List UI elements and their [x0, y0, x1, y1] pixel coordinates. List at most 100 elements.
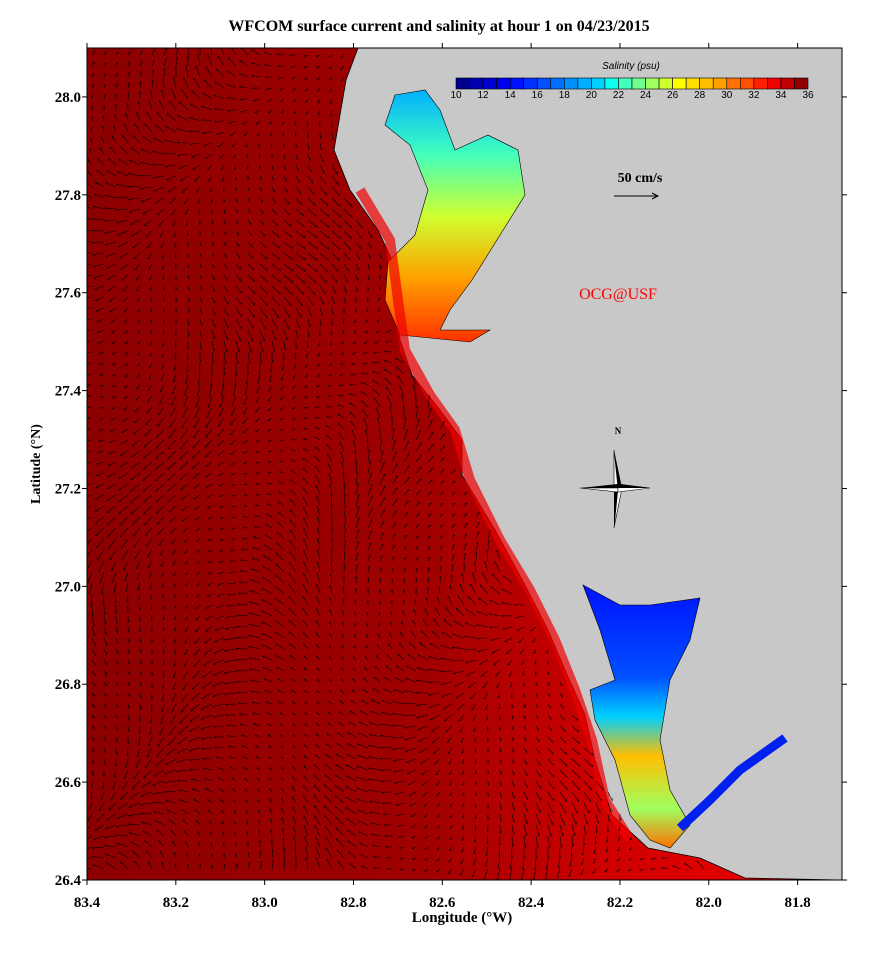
current-vector-head: [524, 705, 526, 709]
current-vector-head: [210, 383, 213, 386]
current-vector: [226, 724, 237, 727]
current-vector: [184, 615, 189, 621]
current-vector-head: [239, 99, 243, 101]
current-vector-head: [290, 479, 292, 483]
current-vector-head: [306, 345, 309, 348]
current-vector-head: [184, 618, 188, 621]
current-vector-head: [512, 727, 514, 731]
current-vector: [439, 492, 444, 496]
current-vector: [276, 654, 285, 661]
current-vector-head: [452, 524, 456, 526]
current-vector: [349, 710, 357, 716]
current-vector: [173, 615, 177, 620]
current-vector-head: [392, 748, 395, 751]
current-vector: [439, 524, 444, 529]
current-vector-head: [276, 542, 278, 545]
colorbar-cell: [753, 77, 768, 90]
current-vector: [211, 307, 216, 316]
current-vector-head: [137, 353, 140, 356]
current-vector: [125, 758, 129, 768]
current-vector-head: [266, 268, 268, 271]
current-vector: [317, 549, 321, 562]
colorbar-tick-label: 32: [748, 90, 760, 101]
current-vector: [159, 549, 165, 556]
current-vector-head: [465, 608, 468, 612]
current-vector: [534, 659, 537, 665]
current-vector-head: [576, 718, 579, 721]
current-vector-head: [259, 166, 262, 170]
current-vector: [235, 296, 242, 306]
current-vector: [404, 702, 417, 705]
current-vector: [398, 642, 405, 650]
current-vector: [291, 449, 297, 452]
current-vector-head: [104, 51, 107, 53]
current-vector-head: [137, 101, 140, 105]
current-vector: [148, 571, 153, 579]
current-vector: [280, 723, 285, 727]
current-vector-head: [392, 545, 395, 548]
current-vector-head: [331, 125, 334, 129]
current-vector: [403, 557, 407, 562]
current-vector: [115, 736, 118, 743]
current-vector-head: [369, 722, 372, 725]
current-vector-head: [184, 630, 188, 632]
current-vector: [264, 64, 273, 67]
x-tick-label: 82.0: [696, 895, 722, 911]
current-vector: [417, 725, 429, 730]
current-vector: [372, 361, 381, 364]
current-vector: [266, 712, 273, 716]
current-vector: [267, 428, 273, 431]
current-vector: [304, 395, 309, 398]
current-vector: [295, 208, 304, 216]
current-vector: [205, 417, 213, 428]
current-vector-head: [499, 727, 502, 731]
current-vector: [289, 643, 297, 650]
current-vector-head: [149, 586, 152, 589]
current-vector-head: [366, 439, 368, 442]
current-vector-head: [303, 417, 307, 420]
current-vector: [254, 515, 261, 518]
current-vector: [292, 98, 297, 103]
current-vector: [290, 65, 297, 68]
current-vector-head: [92, 772, 94, 776]
current-vector: [559, 681, 562, 687]
current-vector-head: [116, 740, 119, 743]
current-vector: [108, 296, 117, 302]
current-vector: [267, 734, 273, 738]
current-vector: [110, 318, 117, 323]
current-vector-head: [224, 683, 227, 685]
current-vector-head: [235, 188, 238, 192]
current-vector-head: [385, 341, 388, 344]
current-vector-head: [301, 202, 303, 205]
current-vector: [211, 329, 215, 340]
current-vector-head: [146, 247, 150, 249]
current-vector: [347, 742, 357, 749]
current-vector: [283, 230, 293, 238]
current-vector: [127, 51, 131, 56]
current-vector: [103, 626, 107, 635]
current-vector: [258, 153, 261, 158]
current-vector: [180, 428, 189, 439]
current-vector-head: [464, 502, 468, 504]
current-vector-head: [275, 631, 277, 635]
current-vector-head: [261, 598, 264, 602]
current-vector-head: [184, 573, 188, 576]
current-vector: [160, 373, 165, 381]
current-vector-head: [380, 723, 383, 726]
current-vector: [253, 536, 261, 540]
current-vector-head: [378, 298, 381, 301]
current-vector: [377, 644, 381, 650]
current-vector: [181, 88, 189, 100]
current-vector: [331, 285, 336, 294]
current-vector: [167, 483, 177, 492]
current-vector: [351, 430, 357, 441]
current-vector: [427, 556, 431, 562]
current-vector: [448, 758, 453, 765]
current-vector: [184, 626, 189, 632]
colorbar-cell: [726, 77, 741, 90]
current-vector-head: [159, 235, 163, 238]
current-vector-head: [143, 446, 147, 448]
current-vector: [440, 657, 453, 661]
current-vector-head: [92, 613, 94, 617]
current-vector-head: [354, 588, 357, 591]
